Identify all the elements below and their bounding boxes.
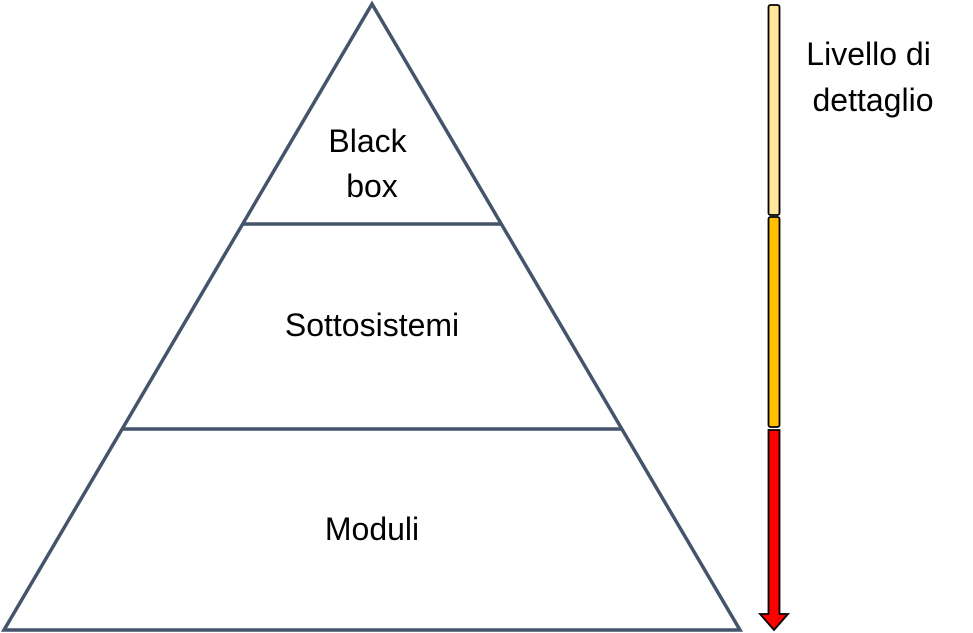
detail-segment-low — [767, 4, 781, 216]
level-label-black-box-line-1: Black — [328, 123, 407, 159]
level-label-black-box: Black box — [328, 123, 415, 204]
level-label-sottosistemi-line-1: Sottosistemi — [285, 307, 459, 343]
level-label-black-box-line-2: box — [346, 168, 398, 204]
detail-level-arrow — [758, 4, 790, 632]
detail-segment-high-arrowhead — [758, 429, 790, 632]
detail-level-label-line-2: dettaglio — [813, 82, 934, 118]
detail-segment-medium — [767, 216, 781, 428]
level-label-moduli-line-1: Moduli — [325, 511, 419, 547]
detail-level-label-line-1: Livello di — [806, 36, 931, 72]
detail-level-label: Livello di dettaglio — [806, 36, 939, 118]
level-label-sottosistemi: Sottosistemi — [285, 307, 459, 343]
level-label-moduli: Moduli — [325, 511, 419, 547]
pyramid-outline — [0, 0, 744, 632]
